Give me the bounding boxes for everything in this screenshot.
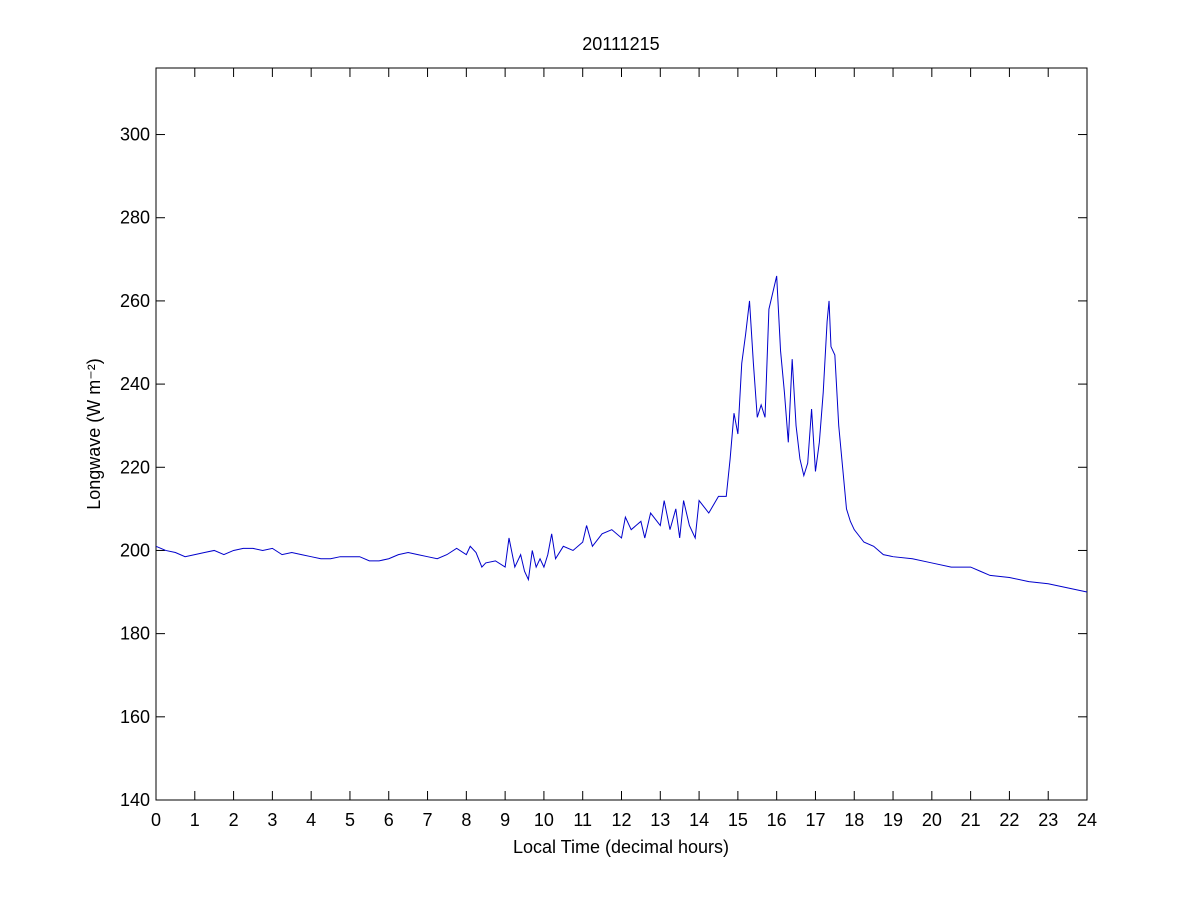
y-tick-label: 180 <box>120 624 150 644</box>
x-tick-label: 15 <box>728 810 748 830</box>
x-tick-label: 3 <box>267 810 277 830</box>
x-tick-label: 19 <box>883 810 903 830</box>
y-tick-label: 280 <box>120 208 150 228</box>
x-tick-label: 10 <box>534 810 554 830</box>
x-tick-label: 20 <box>922 810 942 830</box>
y-tick-label: 220 <box>120 457 150 477</box>
y-tick-label: 300 <box>120 125 150 145</box>
y-tick-label: 200 <box>120 540 150 560</box>
chart-title: 20111215 <box>582 34 659 54</box>
x-tick-label: 24 <box>1077 810 1097 830</box>
x-tick-label: 13 <box>650 810 670 830</box>
y-tick-label: 140 <box>120 790 150 810</box>
x-tick-label: 18 <box>844 810 864 830</box>
x-tick-label: 2 <box>229 810 239 830</box>
x-tick-label: 9 <box>500 810 510 830</box>
x-tick-label: 0 <box>151 810 161 830</box>
data-line <box>155 275 1088 593</box>
x-tick-label: 11 <box>573 810 592 830</box>
x-tick-label: 22 <box>999 810 1019 830</box>
x-tick-label: 23 <box>1038 810 1058 830</box>
x-tick-label: 14 <box>689 810 709 830</box>
x-tick-label: 21 <box>961 810 981 830</box>
y-tick-label: 240 <box>120 374 150 394</box>
x-tick-label: 8 <box>461 810 471 830</box>
y-axis-label: Longwave (W m⁻²) <box>84 358 104 510</box>
x-tick-label: 4 <box>306 810 316 830</box>
x-axis-label: Local Time (decimal hours) <box>513 837 729 857</box>
x-tick-label: 12 <box>611 810 631 830</box>
x-tick-label: 16 <box>767 810 787 830</box>
x-tick-label: 5 <box>345 810 355 830</box>
y-tick-label: 260 <box>120 291 150 311</box>
x-tick-label: 7 <box>423 810 433 830</box>
x-tick-label: 17 <box>805 810 825 830</box>
x-tick-label: 6 <box>384 810 394 830</box>
x-tick-label: 1 <box>190 810 200 830</box>
y-tick-label: 160 <box>120 707 150 727</box>
